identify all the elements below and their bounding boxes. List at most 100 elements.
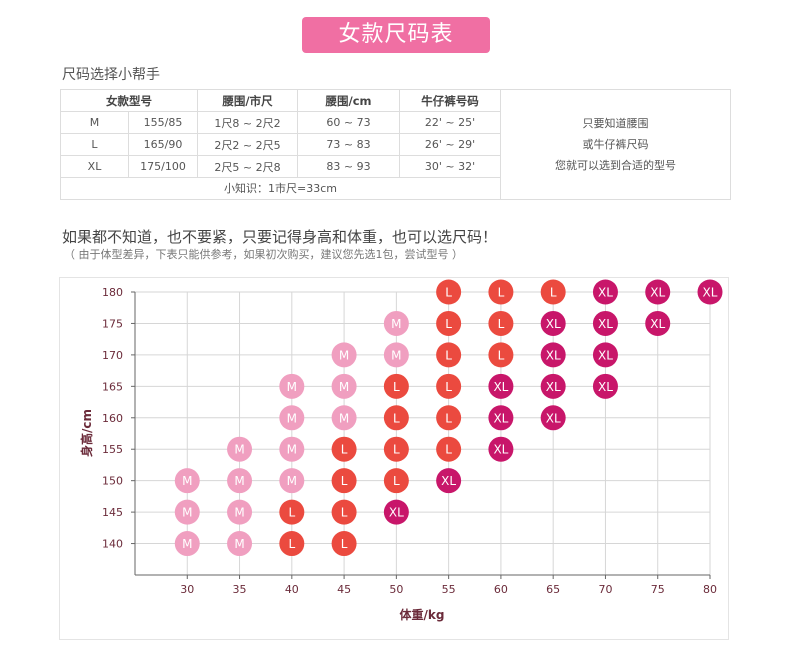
size-point-label: L [341, 537, 348, 551]
size-point-label: M [287, 474, 297, 488]
size-point-label: XL [546, 380, 561, 394]
size-point-label: M [391, 348, 401, 362]
table-cell: 1尺8 ~ 2尺2 [197, 111, 298, 134]
size-point-label: XL [493, 411, 508, 425]
y-tick-label: 150 [102, 475, 123, 488]
size-point-l [436, 405, 462, 431]
size-point-xl [488, 436, 514, 462]
y-tick-label: 160 [102, 412, 123, 425]
x-tick-label: 75 [651, 583, 665, 596]
size-point-m [331, 342, 357, 368]
size-helper-title: 尺码选择小帮手 [62, 67, 160, 83]
table-note: 小知识：1市尺=33cm [60, 177, 501, 200]
size-point-label: L [341, 506, 348, 520]
size-point-label: M [391, 317, 401, 331]
header-waist-chi: 腰围/市尺 [197, 89, 298, 112]
tip-line: 只要知道腰围 [582, 117, 649, 130]
size-point-l [488, 310, 514, 336]
size-point-label: M [182, 537, 192, 551]
size-point-m [174, 499, 200, 525]
table-cell: 73 ~ 83 [297, 133, 400, 156]
size-point-xl [540, 405, 566, 431]
size-point-l [436, 373, 462, 399]
size-point-m [174, 531, 200, 557]
size-point-label: L [445, 348, 452, 362]
guide-subnote: （ 由于体型差异，下表只能供参考，如果初次购买，建议您先选1包，尝试型号 ） [64, 248, 463, 261]
y-tick-label: 140 [102, 538, 123, 551]
header-jeans-size: 牛仔裤号码 [399, 89, 501, 112]
x-axis-title: 体重/kg [400, 607, 445, 622]
x-tick-label: 40 [285, 583, 299, 596]
x-tick-label: 80 [703, 583, 717, 596]
x-tick-label: 30 [180, 583, 194, 596]
size-point-label: XL [493, 443, 508, 457]
size-point-label: M [287, 380, 297, 394]
x-tick-label: 45 [337, 583, 351, 596]
size-point-l [383, 373, 409, 399]
size-point-label: XL [598, 380, 613, 394]
size-point-label: M [234, 474, 244, 488]
size-point-label: M [339, 380, 349, 394]
size-point-label: XL [598, 317, 613, 331]
size-point-label: XL [441, 474, 456, 488]
size-point-label: M [234, 506, 244, 520]
size-point-label: L [341, 443, 348, 457]
size-point-xl [645, 310, 671, 336]
table-cell: 2尺5 ~ 2尺8 [197, 155, 298, 178]
size-point-l [436, 279, 462, 305]
size-point-label: L [445, 380, 452, 394]
size-point-label: L [445, 411, 452, 425]
table-cell: L [60, 133, 129, 156]
size-point-l [279, 499, 305, 525]
size-point-label: XL [389, 506, 404, 520]
y-axis-title: 身高/cm [79, 409, 94, 457]
size-point-label: L [341, 474, 348, 488]
x-tick-label: 50 [389, 583, 403, 596]
size-point-label: L [393, 380, 400, 394]
size-point-l [436, 310, 462, 336]
size-point-label: L [550, 286, 557, 300]
size-point-label: L [445, 443, 452, 457]
table-cell: 30' ~ 32' [399, 155, 501, 178]
size-point-xl [592, 310, 618, 336]
size-point-label: L [288, 506, 295, 520]
table-cell: 22' ~ 25' [399, 111, 501, 134]
size-point-l [540, 279, 566, 305]
size-point-xl [645, 279, 671, 305]
tip-line: 或牛仔裤尺码 [582, 138, 649, 151]
table-cell: 26' ~ 29' [399, 133, 501, 156]
size-point-label: M [234, 443, 244, 457]
y-tick-label: 155 [102, 443, 123, 456]
table-cell: 83 ~ 93 [297, 155, 400, 178]
table-cell: XL [60, 155, 129, 178]
size-point-label: XL [650, 286, 665, 300]
size-point-m [279, 405, 305, 431]
size-point-m [227, 436, 253, 462]
size-point-label: L [393, 443, 400, 457]
size-point-l [383, 405, 409, 431]
size-point-label: M [287, 443, 297, 457]
size-point-l [331, 531, 357, 557]
size-point-l [331, 499, 357, 525]
size-point-label: L [445, 317, 452, 331]
size-point-xl [592, 373, 618, 399]
size-point-l [331, 436, 357, 462]
size-point-l [279, 531, 305, 557]
table-cell: M [60, 111, 129, 134]
size-point-xl [540, 342, 566, 368]
size-point-m [279, 373, 305, 399]
size-point-l [436, 342, 462, 368]
size-point-m [331, 373, 357, 399]
size-point-xl [383, 499, 409, 525]
header-model: 女款型号 [60, 89, 198, 112]
size-point-xl [592, 279, 618, 305]
y-tick-label: 175 [102, 317, 123, 330]
table-cell: 165/90 [128, 133, 198, 156]
size-point-m [279, 436, 305, 462]
size-point-l [383, 468, 409, 494]
table-row: XL 175/100 2尺5 ~ 2尺8 83 ~ 93 30' ~ 32' [60, 155, 731, 178]
tip-line: 您就可以选到合适的型号 [555, 159, 676, 172]
table-cell: 60 ~ 73 [297, 111, 400, 134]
size-point-label: L [445, 286, 452, 300]
table-cell: 2尺2 ~ 2尺5 [197, 133, 298, 156]
